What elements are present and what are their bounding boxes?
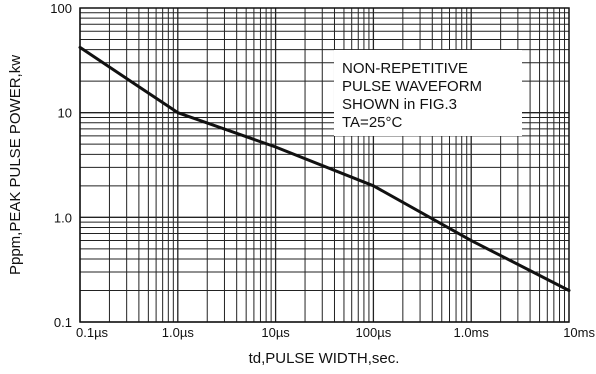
grid-lines xyxy=(79,7,570,323)
x-axis-label: td,PULSE WIDTH,sec. xyxy=(249,350,400,367)
x-tick-label: 1.0µs xyxy=(162,325,195,340)
x-tick-labels: 0.1µs 1.0µs 10µs 100µs 1.0ms 10ms xyxy=(76,325,595,340)
annotation-box xyxy=(334,50,522,136)
annotation-line-1: NON-REPETITIVE xyxy=(342,60,468,77)
series-line-1 xyxy=(78,45,571,292)
y-tick-label: 100 xyxy=(50,1,72,16)
x-tick-label: 1.0ms xyxy=(453,325,489,340)
plot-frame xyxy=(79,7,570,323)
x-tick-label: 10µs xyxy=(261,325,290,340)
y-tick-label: 0.1 xyxy=(54,315,72,330)
y-tick-label: 1.0 xyxy=(54,210,72,225)
data-series xyxy=(78,45,571,292)
x-tick-label: 0.1µs xyxy=(76,325,109,340)
annotation-line-3: SHOWN in FIG.3 xyxy=(342,96,457,113)
x-tick-label: 100µs xyxy=(356,325,392,340)
annotation-line-4: TA=25°C xyxy=(342,114,402,131)
annotation-line-2: PULSE WAVEFORM xyxy=(342,78,482,95)
y-tick-labels: 0.1 1.0 10 100 xyxy=(50,1,72,330)
x-tick-label: 10ms xyxy=(563,325,595,340)
y-tick-label: 10 xyxy=(58,106,72,121)
y-axis-label: Pppm,PEAK PULSE POWER,kw xyxy=(7,55,24,275)
